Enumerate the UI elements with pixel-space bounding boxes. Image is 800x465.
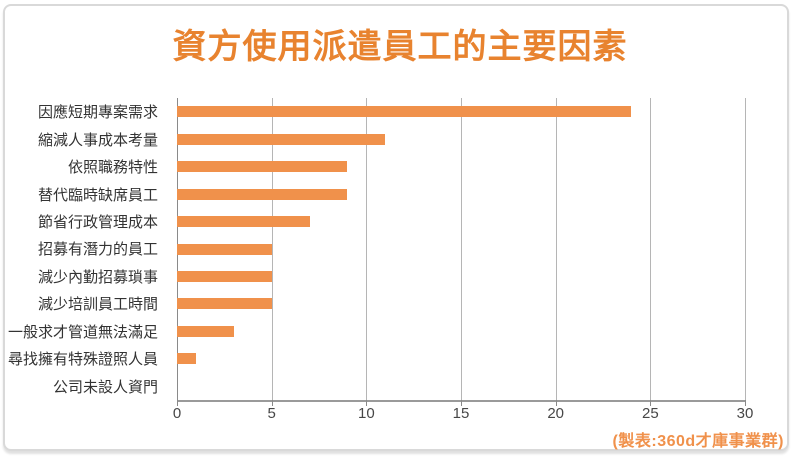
- category-label: 依照職務特性: [67, 159, 158, 177]
- gridline-x-10: [366, 98, 368, 400]
- plot-area: [177, 98, 746, 400]
- category-label: 公司未設人資門: [52, 378, 158, 396]
- bar: [177, 216, 310, 228]
- x-tick-mark: [366, 400, 368, 406]
- x-tick-label: 5: [267, 405, 276, 422]
- bar: [177, 243, 272, 255]
- category-label: 縮減人事成本考量: [37, 131, 158, 149]
- bar: [177, 270, 272, 282]
- category-axis: 因應短期專案需求 縮減人事成本考量依照職務特性替代臨時缺席員工 節省行政管理成本 招募…: [0, 98, 168, 400]
- x-tick-label: 10: [357, 405, 375, 422]
- bar: [177, 188, 348, 200]
- category-label: 減少培訓員工時間: [37, 296, 158, 314]
- x-tick-mark: [555, 400, 557, 406]
- x-tick-label: 0: [172, 405, 182, 422]
- category-label: 節省行政管理成本: [37, 214, 158, 232]
- gridline-x-30: [745, 98, 746, 400]
- x-tick-label: 25: [641, 405, 659, 422]
- x-tick-mark: [461, 400, 462, 406]
- gridline-x-20: [555, 98, 557, 400]
- chart-card: [3, 4, 789, 451]
- bar: [177, 161, 348, 173]
- x-tick-mark: [177, 400, 178, 406]
- bar: [177, 106, 632, 118]
- chart-title: 資方使用派遣員工的主要因素: [172, 28, 628, 66]
- bar: [177, 353, 196, 365]
- gridline-x-5: [271, 98, 273, 400]
- x-tick-label: 15: [452, 405, 470, 422]
- category-label: 因應短期專案需求: [37, 104, 158, 122]
- category-label: 招募有潛力的員工: [37, 241, 158, 259]
- bar: [177, 133, 386, 145]
- x-tick-mark: [650, 400, 652, 406]
- bar: [177, 325, 234, 337]
- category-label: 尋找擁有特殊證照人員: [7, 351, 158, 369]
- category-label: 減少內勤招募瑣事: [37, 268, 158, 286]
- category-label: 一般求才管道無法滿足: [7, 323, 158, 341]
- category-label: 替代臨時缺席員工: [37, 186, 158, 204]
- x-tick-label: 30: [736, 405, 754, 422]
- x-tick-mark: [745, 400, 746, 406]
- gridline-x-25: [650, 98, 652, 400]
- source-credit: (製表:360d才庫事業群): [612, 433, 784, 450]
- x-tick-label: 20: [547, 405, 564, 422]
- bar: [177, 298, 272, 310]
- x-tick-mark: [271, 400, 273, 406]
- gridline-x-15: [461, 98, 462, 400]
